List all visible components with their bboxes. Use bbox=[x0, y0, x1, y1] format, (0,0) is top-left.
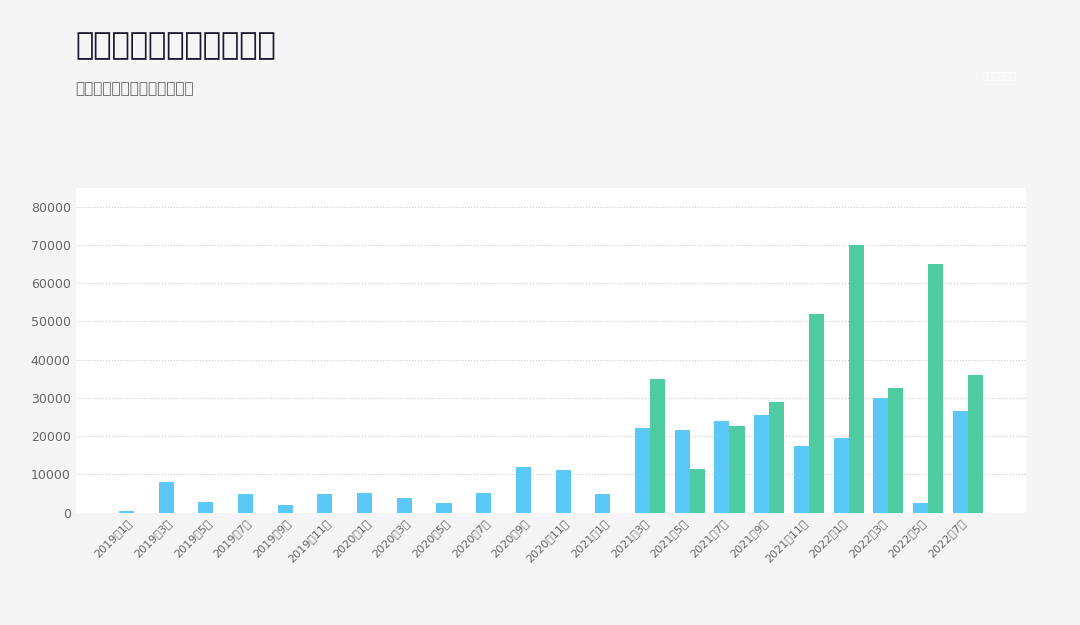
Bar bbox=[357, 492, 373, 512]
Bar bbox=[794, 446, 809, 512]
Bar bbox=[675, 430, 690, 512]
Bar bbox=[555, 469, 570, 512]
Text: 汽车电子设计: 汽车电子设计 bbox=[982, 70, 1016, 80]
Bar bbox=[436, 503, 451, 512]
Bar bbox=[516, 468, 531, 512]
Bar bbox=[595, 494, 610, 512]
Bar bbox=[119, 511, 134, 512]
Text: 特斯拉国内销量（上险）: 特斯拉国内销量（上险） bbox=[76, 31, 276, 60]
Bar bbox=[953, 411, 968, 512]
Bar bbox=[635, 428, 650, 512]
Bar bbox=[199, 502, 214, 512]
Bar bbox=[834, 438, 849, 512]
Bar bbox=[278, 505, 293, 512]
Bar bbox=[913, 503, 928, 512]
Bar bbox=[396, 498, 411, 512]
Text: 特斯拉在国内的销量起伏波动: 特斯拉在国内的销量起伏波动 bbox=[76, 81, 194, 96]
Bar bbox=[714, 421, 729, 512]
Bar bbox=[928, 264, 943, 512]
Bar bbox=[729, 426, 744, 512]
Bar bbox=[318, 494, 333, 512]
Bar bbox=[888, 388, 903, 512]
Bar bbox=[476, 493, 491, 512]
Bar bbox=[650, 379, 665, 512]
Bar bbox=[769, 402, 784, 512]
Bar bbox=[690, 469, 705, 512]
Bar bbox=[238, 494, 253, 512]
Bar bbox=[159, 482, 174, 512]
Bar bbox=[968, 375, 983, 512]
Bar bbox=[849, 245, 864, 512]
Bar bbox=[754, 415, 769, 512]
Bar bbox=[809, 314, 824, 512]
Bar bbox=[874, 398, 888, 512]
